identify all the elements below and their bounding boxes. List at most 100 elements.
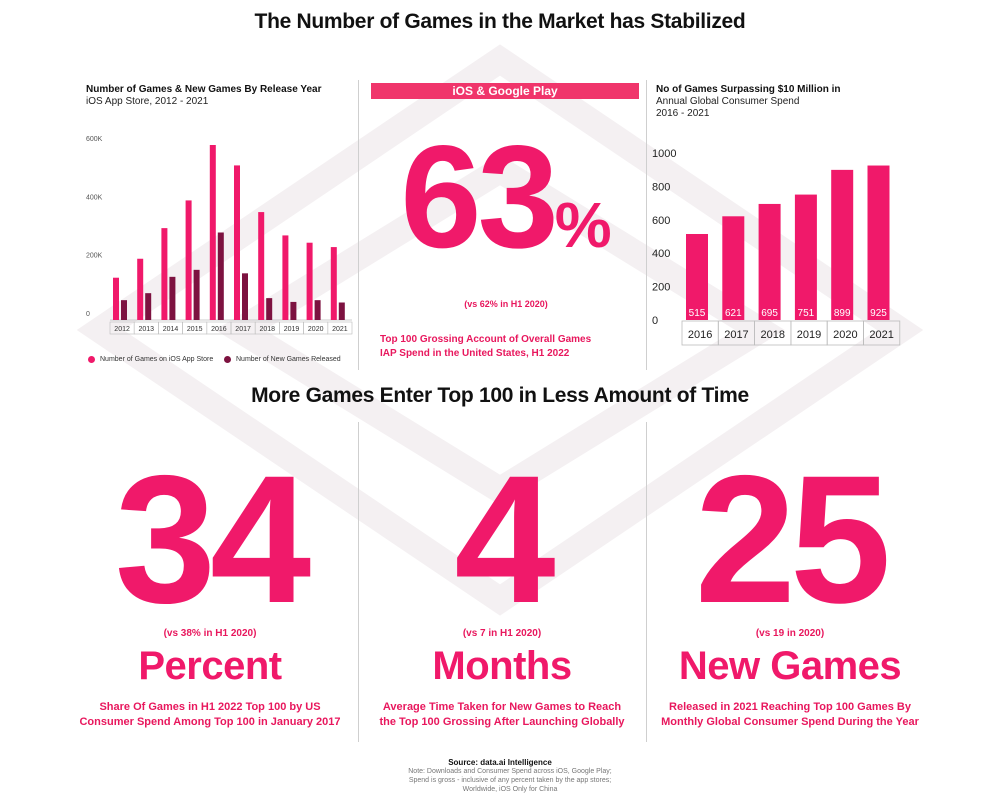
- bar-new-games-2018: [266, 298, 273, 320]
- legend-swatch: [88, 356, 95, 363]
- bar-new-games-2013: [145, 293, 152, 320]
- stat-description: Average Time Taken for New Games to Reac…: [352, 700, 652, 731]
- bar-new-games-2016: [217, 232, 224, 320]
- right-chart-subtitle-years: 2016 - 2021: [656, 108, 710, 119]
- footnote-line: Note: Downloads and Consumer Spend acros…: [408, 768, 612, 775]
- center-stat-description: Top 100 Grossing Account of Overall Game…: [380, 333, 640, 360]
- x-tick-label: 2018: [260, 326, 276, 333]
- left-chart-subtitle: iOS App Store, 2012 - 2021: [86, 96, 209, 107]
- bar-new-games-2019: [290, 301, 297, 320]
- stat-description: Released in 2021 Reaching Top 100 Games …: [640, 700, 940, 731]
- divider: [358, 80, 359, 370]
- legend-item-games: Number of Games on iOS App Store: [88, 356, 213, 363]
- x-tick-label: 2014: [163, 326, 179, 333]
- bar-2016: [686, 233, 708, 320]
- platform-banner: iOS & Google Play: [371, 83, 639, 99]
- center-stat-number: 63: [400, 115, 558, 278]
- stat-comparison: (vs 38% in H1 2020): [163, 628, 257, 639]
- description-line: Monthly Global Consumer Spend During the…: [661, 716, 919, 729]
- footnote: Note: Downloads and Consumer Spend acros…: [390, 768, 630, 794]
- bar-2021: [867, 165, 890, 320]
- bar-new-games-2020: [314, 300, 321, 320]
- bar-2017: [722, 216, 745, 320]
- bar-2020: [831, 169, 854, 320]
- bar-games-2021: [330, 247, 337, 320]
- x-tick-label: 2019: [797, 329, 821, 341]
- stat-number-months: 4: [454, 437, 555, 641]
- x-tick-label: 2017: [235, 326, 251, 333]
- center-stat-suffix: %: [554, 189, 612, 261]
- stat-comparison: (vs 7 in H1 2020): [462, 628, 542, 639]
- left-chart-title: Number of Games & New Games By Release Y…: [86, 84, 322, 95]
- bar-games-2014: [161, 228, 168, 320]
- description-line: Released in 2021 Reaching Top 100 Games …: [669, 701, 911, 713]
- x-tick-label: 2016: [688, 329, 712, 341]
- footnote-line: Spend is gross - inclusive of any percen…: [408, 776, 612, 784]
- description-line: Share Of Games in H1 2022 Top 100 by US: [99, 701, 321, 713]
- description-line: Consumer Spend Among Top 100 in January …: [79, 716, 341, 729]
- x-tick-box: [327, 321, 353, 335]
- bar-new-games-2017: [242, 273, 248, 320]
- right-chart-title: No of Games Surpassing $10 Million in: [656, 84, 841, 95]
- center-stat-comparison: (vs 62% in H1 2020): [464, 299, 548, 309]
- bar-games-2016: [209, 145, 216, 320]
- stat-comparison: (vs 19 in 2020): [755, 628, 825, 639]
- legend-label: Number of Games on iOS App Store: [100, 356, 214, 363]
- y-tick-label: 400K: [86, 194, 103, 201]
- bar-new-games-2021: [338, 302, 345, 320]
- bar-new-games-2014: [169, 276, 176, 320]
- section-title: More Games Enter Top 100 in Less Amount …: [251, 384, 749, 407]
- description-line: Top 100 Grossing Account of Overall Game…: [380, 334, 592, 345]
- footnote-line: Worldwide, iOS Only for China: [462, 785, 558, 793]
- bar-games-2017: [234, 165, 240, 320]
- data-label: 751: [798, 308, 815, 319]
- page-title: The Number of Games in the Market has St…: [254, 10, 746, 33]
- ten-million-games-chart: 0 200 400 600 800 1000 515 2016 621 2017 695 2018 75…: [652, 148, 901, 346]
- y-tick-label: 200: [652, 282, 670, 294]
- y-tick-label: 600K: [86, 136, 103, 143]
- y-tick-label: 600: [652, 215, 670, 227]
- bar-2018: [758, 203, 781, 320]
- stat-unit: Months: [432, 644, 572, 688]
- y-tick-label: 1000: [652, 148, 676, 160]
- x-tick-box: [863, 320, 901, 346]
- legend-swatch: [224, 356, 231, 363]
- data-label: 695: [761, 308, 778, 319]
- bar-games-2019: [282, 235, 289, 320]
- bar-2019: [794, 194, 817, 320]
- y-tick-label: 0: [86, 311, 90, 318]
- stat-number-percent: 34: [114, 437, 311, 641]
- bar-games-2013: [137, 258, 144, 320]
- stat-unit: New Games: [678, 644, 902, 688]
- stat-number-new-games: 25: [694, 437, 891, 641]
- x-tick-label: 2020: [833, 329, 857, 341]
- data-label: 899: [834, 308, 851, 319]
- data-label: 925: [870, 308, 887, 319]
- data-label: 621: [725, 308, 742, 319]
- y-tick-label: 0: [652, 315, 658, 327]
- divider: [358, 422, 359, 742]
- x-tick-label: 2013: [139, 326, 155, 333]
- x-tick-label: 2015: [187, 326, 203, 333]
- center-stat-value: 63%: [372, 124, 640, 270]
- games-by-year-chart: 0 200K 400K 600K 2012 2013 2014 2015 2016 2017 201…: [86, 136, 353, 335]
- x-tick-label: 2012: [114, 326, 130, 333]
- x-tick-label: 2021: [869, 329, 893, 341]
- bar-games-2015: [185, 200, 192, 320]
- stat-unit: Percent: [138, 644, 282, 688]
- right-chart-subtitle: Annual Global Consumer Spend: [656, 96, 800, 107]
- x-tick-label: 2016: [211, 326, 227, 333]
- description-line: IAP Spend in the United States, H1 2022: [380, 347, 570, 359]
- divider: [646, 80, 647, 370]
- x-tick-label: 2020: [308, 326, 324, 333]
- description-line: Average Time Taken for New Games to Reac…: [382, 701, 622, 713]
- legend-item-new-games: Number of New Games Released: [224, 356, 341, 363]
- bar-new-games-2012: [121, 300, 127, 320]
- bar-new-games-2015: [193, 269, 200, 320]
- x-tick-label: 2019: [284, 326, 300, 333]
- source-label: Source: data.ai Intelligence: [448, 758, 552, 767]
- x-tick-label: 2018: [761, 329, 785, 341]
- bar-games-2012: [113, 277, 119, 320]
- x-tick-label: 2017: [724, 329, 748, 341]
- y-tick-label: 200K: [86, 253, 103, 260]
